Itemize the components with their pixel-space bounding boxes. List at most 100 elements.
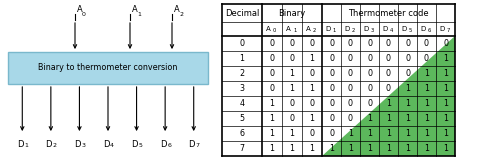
Text: 0: 0 <box>443 39 448 48</box>
Text: 2: 2 <box>313 28 316 33</box>
Text: 4: 4 <box>390 28 393 33</box>
Text: 0: 0 <box>310 99 314 108</box>
Text: 0: 0 <box>329 114 334 123</box>
Text: 0: 0 <box>82 12 86 17</box>
Text: 0: 0 <box>290 39 294 48</box>
Text: 0: 0 <box>270 39 274 48</box>
Text: 1: 1 <box>290 129 294 138</box>
Text: 2: 2 <box>352 28 355 33</box>
Text: 6: 6 <box>167 143 171 148</box>
Text: 0: 0 <box>348 39 353 48</box>
Text: 1: 1 <box>405 99 410 108</box>
Text: 0: 0 <box>386 39 391 48</box>
Text: 1: 1 <box>424 69 429 78</box>
Text: 0: 0 <box>270 69 274 78</box>
Text: 0: 0 <box>386 54 391 63</box>
Text: A: A <box>132 5 138 14</box>
Text: D: D <box>17 140 24 149</box>
Text: 1: 1 <box>386 144 391 153</box>
Text: 1: 1 <box>405 129 410 138</box>
Text: 1: 1 <box>424 129 429 138</box>
Text: 1: 1 <box>386 129 391 138</box>
Text: 0: 0 <box>348 99 353 108</box>
Text: 1: 1 <box>443 99 448 108</box>
Text: 0: 0 <box>273 28 276 33</box>
Text: 0: 0 <box>348 69 353 78</box>
Text: 3: 3 <box>82 143 86 148</box>
Text: 1: 1 <box>405 84 410 93</box>
Text: 0: 0 <box>270 84 274 93</box>
Text: 1: 1 <box>367 114 372 123</box>
Text: 0: 0 <box>329 39 334 48</box>
Text: 0: 0 <box>329 129 334 138</box>
Text: 2: 2 <box>240 69 244 78</box>
Text: A: A <box>286 26 291 32</box>
Text: 0: 0 <box>386 69 391 78</box>
Text: 1: 1 <box>310 84 314 93</box>
Text: 5: 5 <box>408 28 412 33</box>
Text: 0: 0 <box>240 39 244 48</box>
Text: Decimal: Decimal <box>225 8 259 17</box>
Text: 1: 1 <box>443 114 448 123</box>
Text: D: D <box>363 26 368 32</box>
Text: 3: 3 <box>370 28 374 33</box>
Text: 1: 1 <box>348 144 353 153</box>
Text: 2: 2 <box>53 143 57 148</box>
Text: 1: 1 <box>310 54 314 63</box>
Text: A: A <box>77 5 83 14</box>
Text: D: D <box>325 26 330 32</box>
Bar <box>8 52 208 84</box>
Text: 0: 0 <box>367 54 372 63</box>
Text: 1: 1 <box>367 129 372 138</box>
Polygon shape <box>322 36 455 156</box>
Text: 0: 0 <box>290 114 294 123</box>
Text: D: D <box>74 140 80 149</box>
Text: 1: 1 <box>270 144 274 153</box>
Text: D: D <box>344 26 350 32</box>
Text: 0: 0 <box>290 54 294 63</box>
Text: 7: 7 <box>446 28 450 33</box>
Text: 1: 1 <box>270 114 274 123</box>
Text: 0: 0 <box>329 54 334 63</box>
Text: 1: 1 <box>443 69 448 78</box>
Text: 0: 0 <box>367 69 372 78</box>
Text: 1: 1 <box>443 144 448 153</box>
Text: 1: 1 <box>24 143 28 148</box>
Text: 0: 0 <box>310 69 314 78</box>
Text: 1: 1 <box>310 114 314 123</box>
Text: 1: 1 <box>270 129 274 138</box>
Text: D: D <box>46 140 52 149</box>
Text: 1: 1 <box>443 84 448 93</box>
Text: Thermometer code: Thermometer code <box>348 8 429 17</box>
Text: 7: 7 <box>196 143 200 148</box>
Text: 0: 0 <box>367 39 372 48</box>
Text: Binary: Binary <box>278 8 305 17</box>
Text: 1: 1 <box>443 54 448 63</box>
Text: 1: 1 <box>137 12 141 17</box>
Text: D: D <box>132 140 138 149</box>
Text: 1: 1 <box>367 144 372 153</box>
Text: 1: 1 <box>405 144 410 153</box>
Text: D: D <box>103 140 109 149</box>
Text: 1: 1 <box>329 144 334 153</box>
Text: 0: 0 <box>405 69 410 78</box>
Text: 5: 5 <box>138 143 142 148</box>
Text: 0: 0 <box>367 99 372 108</box>
Text: Binary to thermometer conversion: Binary to thermometer conversion <box>38 64 177 72</box>
Text: D: D <box>401 26 406 32</box>
Text: 1: 1 <box>424 84 429 93</box>
Text: A: A <box>266 26 271 32</box>
Text: 1: 1 <box>270 99 274 108</box>
Text: D: D <box>160 140 166 149</box>
Text: 4: 4 <box>110 143 114 148</box>
Text: 6: 6 <box>240 129 244 138</box>
Text: 2: 2 <box>179 12 183 17</box>
Text: 1: 1 <box>386 99 391 108</box>
Text: 1: 1 <box>348 129 353 138</box>
Text: 0: 0 <box>329 69 334 78</box>
Text: 0: 0 <box>310 39 314 48</box>
Text: 0: 0 <box>348 114 353 123</box>
Text: D: D <box>420 26 426 32</box>
Text: 1: 1 <box>290 69 294 78</box>
Text: A: A <box>174 5 180 14</box>
